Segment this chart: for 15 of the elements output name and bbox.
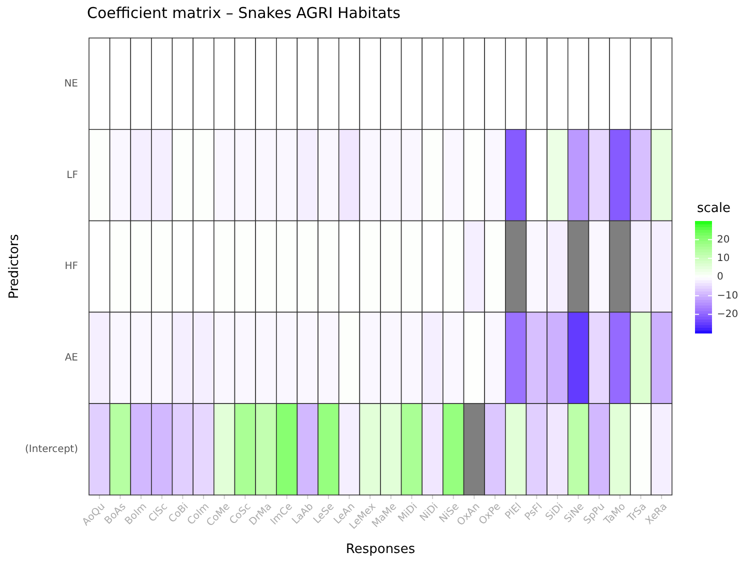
- y-tick-label: NE: [64, 78, 78, 90]
- y-tick-label: HF: [64, 261, 78, 272]
- color-bar-label: 0: [717, 272, 724, 283]
- x-axis-title: Responses: [346, 542, 416, 557]
- y-tick-label: (Intercept): [25, 444, 78, 456]
- color-bar-label: −20: [717, 309, 738, 320]
- chart-title: Coefficient matrix – Snakes AGRI Habitats: [87, 4, 401, 22]
- y-tick-label: LF: [66, 170, 78, 181]
- y-tick-label: AE: [64, 352, 78, 364]
- color-bar-label: −10: [717, 290, 738, 302]
- color-bar-label: 20: [717, 234, 730, 246]
- color-bar-label: 10: [717, 253, 730, 264]
- y-axis-title: Predictors: [7, 234, 22, 299]
- color-bar-title: scale: [697, 201, 730, 216]
- x-tick-label: PlEl: [503, 501, 524, 522]
